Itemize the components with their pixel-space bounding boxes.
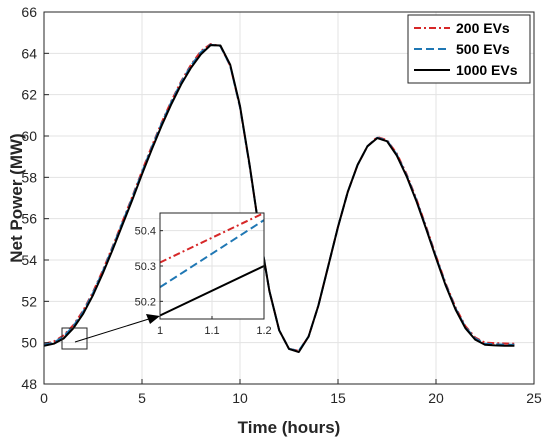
inset-x-tick-label: 1.1 <box>204 325 219 337</box>
series-line-3 <box>43 44 515 353</box>
inset-y-tick-label: 50.3 <box>135 261 156 273</box>
inset-series-line-3 <box>159 265 265 317</box>
y-tick-label: 62 <box>21 87 37 103</box>
y-tick-label: 48 <box>21 376 37 392</box>
inset-axis-ticks: 1 1.1 1.2 50.2 50.3 50.4 <box>135 226 272 337</box>
inset-series-line-1 <box>159 212 265 264</box>
legend: 200 EVs 500 EVs 1000 EVs <box>407 14 531 84</box>
x-axis-title: Time (hours) <box>238 418 341 437</box>
series-layer <box>43 43 515 353</box>
zoom-arrow-line <box>74 317 153 343</box>
axis-ticks: 0 5 10 15 20 25 48 50 52 54 56 58 60 62 64 66 <box>21 4 542 406</box>
legend-label-3: 1000 EVs <box>456 62 518 78</box>
inset-x-tick-label: 1.2 <box>256 325 271 337</box>
inset-x-tick-label: 1 <box>157 325 163 337</box>
zoom-arrow-head <box>146 314 160 324</box>
grid-lines <box>43 11 535 385</box>
inset-series-line-2 <box>159 219 265 289</box>
inset-y-tick-label: 50.4 <box>135 226 156 238</box>
y-tick-label: 50 <box>21 335 37 351</box>
y-tick-label: 64 <box>21 45 37 61</box>
x-tick-label: 25 <box>526 390 542 406</box>
y-tick-label: 58 <box>21 169 37 185</box>
x-tick-label: 15 <box>330 390 346 406</box>
y-axis-title: Net Power (MW) <box>7 133 26 262</box>
y-tick-label: 52 <box>21 293 37 309</box>
x-tick-label: 0 <box>40 390 48 406</box>
inset-series-layer <box>159 212 265 317</box>
x-tick-label: 10 <box>232 390 248 406</box>
legend-label-2: 500 EVs <box>456 41 510 57</box>
y-tick-label: 66 <box>21 4 37 20</box>
inset-zoom-chart: 1 1.1 1.2 50.2 50.3 50.4 <box>135 212 272 337</box>
y-tick-label: 54 <box>21 252 37 268</box>
plot-frame <box>43 11 535 385</box>
x-tick-label: 5 <box>138 390 146 406</box>
y-tick-label: 60 <box>21 128 37 144</box>
legend-label-1: 200 EVs <box>456 20 510 36</box>
inset-y-tick-label: 50.2 <box>135 296 156 308</box>
x-tick-label: 20 <box>428 390 444 406</box>
y-tick-label: 56 <box>21 211 37 227</box>
